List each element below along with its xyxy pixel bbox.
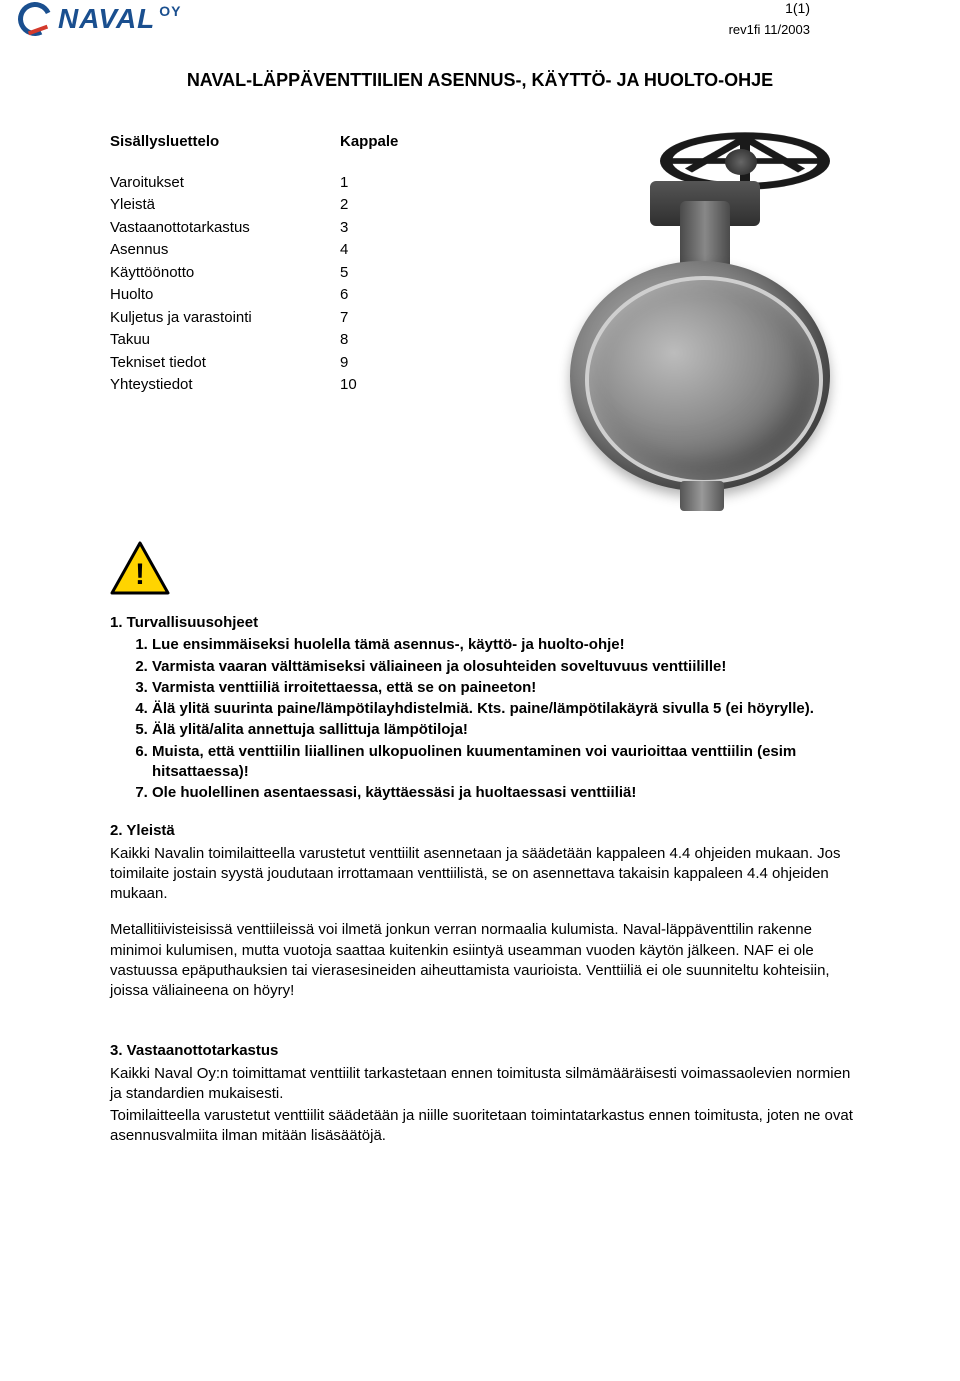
toc-row-label: Käyttöönotto: [110, 262, 340, 285]
safety-list-item: Muista, että venttiilin liiallinen ulkop…: [152, 742, 860, 783]
safety-list-item: Varmista vaaran välttämiseksi väliaineen…: [152, 657, 860, 677]
safety-list: Lue ensimmäiseksi huolella tämä asennus-…: [110, 635, 860, 803]
toc-row-num: 7: [340, 307, 370, 330]
svg-text:!: !: [135, 558, 145, 591]
wheel-hub-icon: [725, 149, 757, 175]
toc-row: Käyttöönotto5: [110, 262, 398, 285]
toc-row-num: 10: [340, 374, 370, 397]
section-3-p2: Toimilaitteella varustetut venttiilit sä…: [110, 1106, 860, 1147]
logo-symbol-icon: [18, 2, 52, 36]
toc-row-label: Takuu: [110, 329, 340, 352]
toc-row-num: 4: [340, 239, 370, 262]
section-2: 2. Yleistä Kaikki Navalin toimilaitteell…: [110, 821, 860, 1001]
toc-row: Asennus4: [110, 239, 398, 262]
valve-rim-icon: [585, 276, 823, 484]
revision-label: rev1fi 11/2003: [729, 22, 810, 37]
toc-row: Yhteystiedot10: [110, 374, 398, 397]
toc-row: Huolto6: [110, 284, 398, 307]
toc-row: Takuu8: [110, 329, 398, 352]
page: NAVALOY 1(1) rev1fi 11/2003 NAVAL-LÄPPÄV…: [0, 0, 960, 1381]
toc-row-label: Asennus: [110, 239, 340, 262]
section-2-p2: Metallitiivisteisissä venttiileissä voi …: [110, 920, 860, 1001]
toc-row-num: 8: [340, 329, 370, 352]
toc-row-num: 1: [340, 172, 370, 195]
toc-row-label: Yhteystiedot: [110, 374, 340, 397]
section-3: 3. Vastaanottotarkastus Kaikki Naval Oy:…: [110, 1041, 860, 1146]
toc-row-label: Kuljetus ja varastointi: [110, 307, 340, 330]
toc-row-num: 3: [340, 217, 370, 240]
toc-row: Kuljetus ja varastointi7: [110, 307, 398, 330]
logo-text: NAVALOY: [58, 3, 182, 35]
toc-row: Tekniset tiedot9: [110, 352, 398, 375]
toc-row: Yleistä2: [110, 194, 398, 217]
page-number: 1(1): [785, 0, 810, 16]
header: NAVALOY 1(1) rev1fi 11/2003: [0, 0, 960, 60]
toc-row: Vastaanottotarkastus3: [110, 217, 398, 240]
valve-stub-icon: [680, 481, 724, 511]
section-1-head: 1. Turvallisuusohjeet: [110, 613, 860, 633]
section-3-head: 3. Vastaanottotarkastus: [110, 1041, 860, 1061]
product-image: [530, 131, 870, 511]
toc-row-label: Vastaanottotarkastus: [110, 217, 340, 240]
toc-row-label: Varoitukset: [110, 172, 340, 195]
logo-main: NAVAL: [58, 3, 155, 34]
warning-icon: !: [110, 541, 170, 595]
toc-row-num: 9: [340, 352, 370, 375]
logo-suffix: OY: [159, 3, 181, 19]
toc-row-num: 2: [340, 194, 370, 217]
document-title: NAVAL-LÄPPÄVENTTIILIEN ASENNUS-, KÄYTTÖ-…: [80, 70, 880, 91]
toc-row: Varoitukset1: [110, 172, 398, 195]
toc-row-num: 6: [340, 284, 370, 307]
toc-row-num: 5: [340, 262, 370, 285]
section-2-head: 2. Yleistä: [110, 821, 860, 841]
toc-header: Sisällysluettelo Kappale: [110, 131, 398, 154]
safety-list-item: Ole huolellinen asentaessasi, käyttäessä…: [152, 783, 860, 803]
toc-row-label: Tekniset tiedot: [110, 352, 340, 375]
safety-list-item: Varmista venttiiliä irroitettaessa, että…: [152, 678, 860, 698]
safety-list-item: Älä ylitä/alita annettuja sallittuja läm…: [152, 720, 860, 740]
safety-list-item: Älä ylitä suurinta paine/lämpötilayhdist…: [152, 699, 860, 719]
top-block: Sisällysluettelo Kappale Varoitukset1Yle…: [80, 131, 880, 511]
section-2-p1: Kaikki Navalin toimilaitteella varustetu…: [110, 844, 860, 905]
logo: NAVALOY: [18, 2, 182, 36]
toc-header-col: Kappale: [340, 131, 398, 154]
toc-row-label: Huolto: [110, 284, 340, 307]
section-3-p1: Kaikki Naval Oy:n toimittamat venttiilit…: [110, 1064, 860, 1105]
section-1: 1. Turvallisuusohjeet Lue ensimmäiseksi …: [110, 613, 860, 803]
table-of-contents: Sisällysluettelo Kappale Varoitukset1Yle…: [110, 131, 398, 397]
toc-row-label: Yleistä: [110, 194, 340, 217]
safety-list-item: Lue ensimmäiseksi huolella tämä asennus-…: [152, 635, 860, 655]
toc-header-label: Sisällysluettelo: [110, 131, 340, 154]
